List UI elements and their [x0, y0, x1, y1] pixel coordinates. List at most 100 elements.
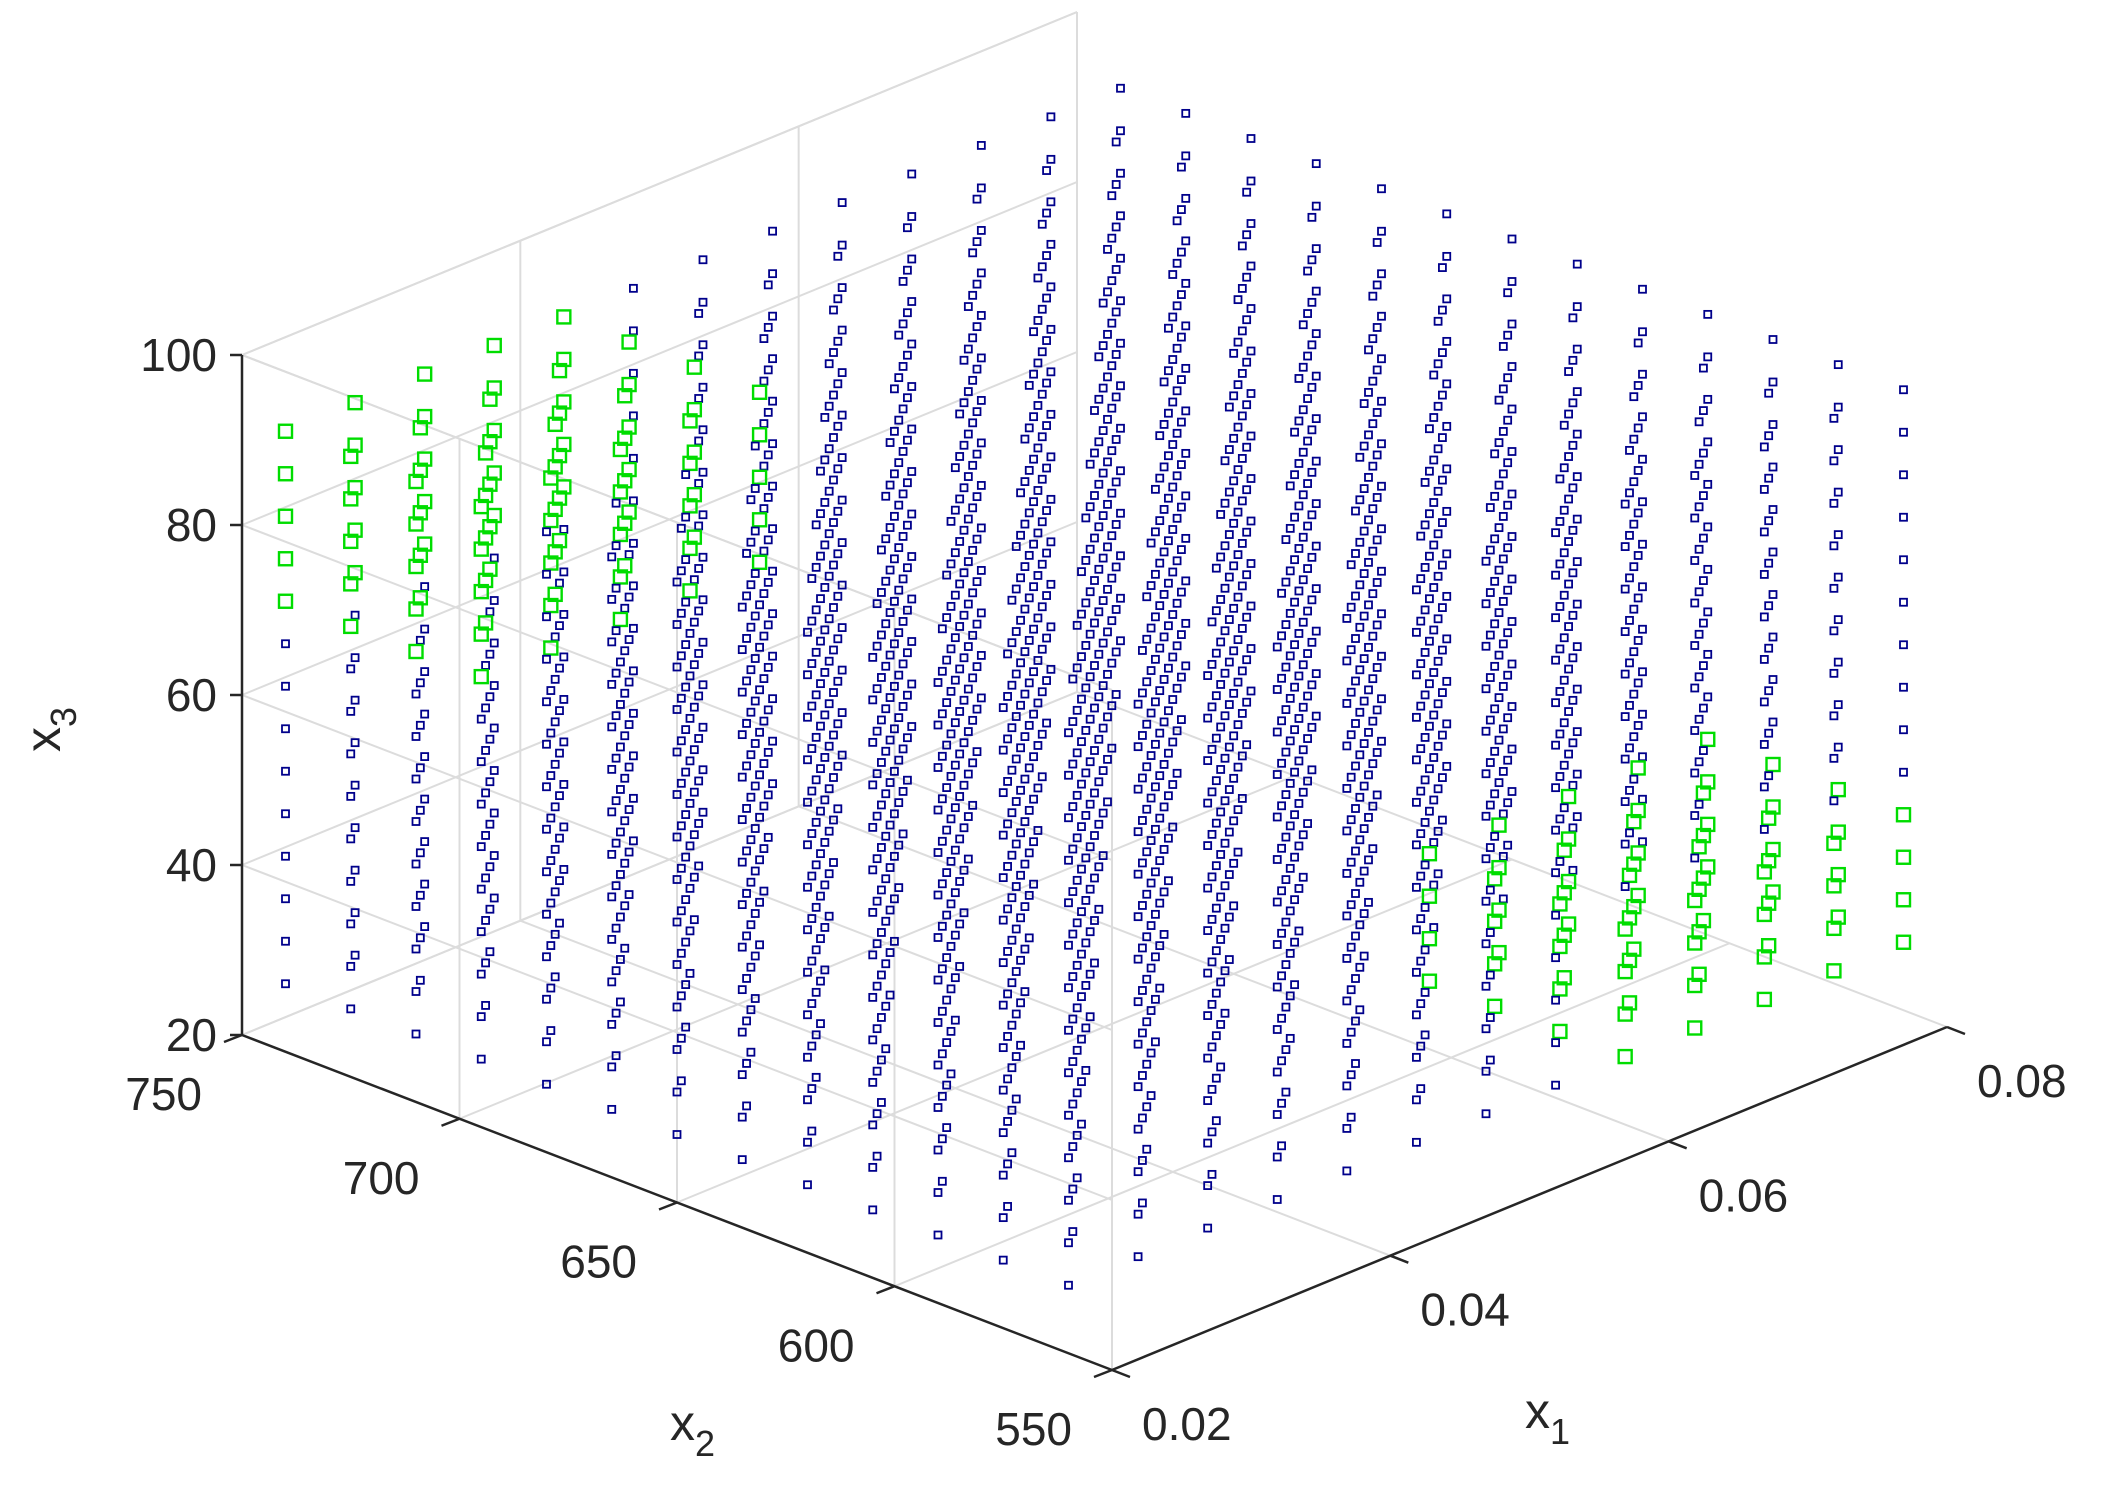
- data-point-blue: [742, 761, 751, 771]
- data-point-blue: [542, 1079, 551, 1089]
- data-point-blue: [1211, 733, 1221, 743]
- data-point-blue: [1077, 779, 1086, 789]
- data-point-blue: [829, 858, 838, 867]
- data-point-blue: [689, 872, 699, 882]
- data-point-blue: [681, 767, 691, 777]
- data-point-blue: [629, 666, 638, 676]
- data-point-blue: [1759, 655, 1769, 664]
- data-point-blue: [1229, 561, 1239, 571]
- data-point-blue: [1177, 375, 1186, 384]
- data-point-blue: [1064, 940, 1073, 950]
- data-point-blue: [1290, 555, 1299, 565]
- data-point-blue: [607, 1062, 617, 1072]
- data-point-blue: [624, 592, 634, 602]
- data-point-blue: [1364, 387, 1373, 397]
- data-point-blue: [1029, 369, 1038, 379]
- data-point-blue: [611, 753, 621, 763]
- data-point-blue: [1277, 1056, 1286, 1066]
- data-point-blue: [1420, 563, 1430, 572]
- data-point-blue: [1564, 367, 1573, 376]
- data-point-blue: [1046, 409, 1056, 419]
- data-point-blue: [768, 609, 777, 619]
- data-point-blue: [976, 693, 986, 703]
- data-point-blue: [877, 1013, 886, 1022]
- data-point-green: [1617, 963, 1633, 980]
- data-point-blue: [1759, 612, 1769, 622]
- data-point-blue: [624, 847, 634, 857]
- data-point-blue: [750, 951, 760, 961]
- data-point-green: [1421, 931, 1438, 947]
- data-point-blue: [1285, 651, 1295, 661]
- data-point-blue: [1703, 607, 1713, 617]
- data-point-blue: [1224, 785, 1234, 794]
- data-point-blue: [1485, 843, 1495, 852]
- data-point-blue: [803, 670, 812, 680]
- data-point-blue: [972, 364, 982, 374]
- data-point-blue: [681, 980, 691, 989]
- data-point-blue: [1311, 584, 1321, 594]
- data-point-green: [543, 512, 559, 529]
- data-point-blue: [942, 783, 952, 792]
- data-point-blue: [1003, 777, 1012, 786]
- data-point-blue: [1568, 695, 1578, 705]
- data-point-blue: [1064, 898, 1073, 908]
- data-point-blue: [833, 336, 843, 346]
- data-point-blue: [1164, 791, 1173, 801]
- data-point-blue: [768, 736, 777, 746]
- data-point-blue: [868, 1205, 878, 1215]
- data-point-blue: [420, 837, 430, 846]
- data-point-blue: [1107, 191, 1117, 201]
- data-point-blue: [1412, 670, 1421, 680]
- data-point-blue: [933, 720, 943, 730]
- data-point-blue: [1555, 772, 1565, 781]
- x1-tick: [1111, 1368, 1131, 1379]
- data-point-blue: [833, 549, 843, 559]
- data-point-blue: [1077, 737, 1086, 747]
- data-point-blue: [1503, 373, 1513, 383]
- data-point-blue: [1494, 523, 1504, 533]
- data-point-blue: [1181, 321, 1191, 331]
- data-point-blue: [950, 718, 960, 728]
- data-point-blue: [624, 890, 634, 899]
- data-point-blue: [1899, 767, 1908, 777]
- data-point-blue: [1233, 337, 1243, 347]
- data-point-blue: [976, 183, 986, 193]
- data-point-blue: [1768, 717, 1778, 727]
- data-point-blue: [959, 908, 969, 918]
- data-point-blue: [1020, 732, 1030, 741]
- data-point-blue: [1355, 877, 1365, 887]
- data-point-green: [556, 394, 572, 410]
- data-point-blue: [959, 780, 969, 790]
- data-point-blue: [1351, 761, 1360, 771]
- data-point-blue: [1116, 211, 1125, 221]
- data-point-blue: [759, 674, 769, 683]
- data-point-blue: [420, 624, 430, 634]
- data-point-blue: [1164, 876, 1173, 886]
- data-point-blue: [968, 248, 978, 258]
- data-point-blue: [1703, 522, 1713, 532]
- data-point-blue: [1364, 727, 1373, 737]
- data-point-blue: [1037, 432, 1047, 442]
- data-point-blue: [672, 705, 682, 714]
- data-point-blue: [1377, 694, 1386, 704]
- data-point-blue: [1042, 718, 1051, 728]
- data-point-blue: [955, 537, 965, 546]
- data-point-blue: [1107, 488, 1117, 498]
- data-point-blue: [1242, 357, 1252, 367]
- data-point-blue: [1242, 400, 1252, 410]
- data-point-blue: [1703, 394, 1713, 404]
- data-point-blue: [1090, 533, 1099, 543]
- data-point-green: [408, 473, 424, 490]
- data-point-blue: [1303, 266, 1312, 276]
- data-point-blue: [1068, 844, 1078, 854]
- data-point-blue: [933, 933, 943, 942]
- data-point-blue: [1368, 334, 1378, 344]
- data-point-blue: [737, 1155, 747, 1165]
- data-point-blue: [1572, 642, 1582, 652]
- data-point-blue: [629, 453, 638, 463]
- data-point-blue: [1507, 277, 1517, 286]
- data-point-blue: [1559, 675, 1569, 685]
- data-point-blue: [1355, 452, 1365, 462]
- data-point-blue: [1768, 505, 1778, 514]
- data-point-blue: [1425, 636, 1434, 646]
